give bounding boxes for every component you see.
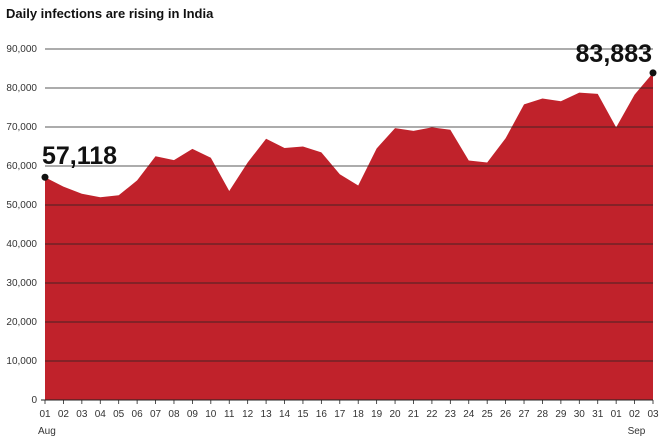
y-tick-label: 80,000 <box>6 83 37 94</box>
x-tick-label: 24 <box>463 409 475 420</box>
x-tick-label: 02 <box>629 409 641 420</box>
y-tick-label: 40,000 <box>6 239 37 250</box>
x-tick-label: 21 <box>408 409 420 420</box>
x-tick-label: 20 <box>389 409 401 420</box>
x-tick-label: 09 <box>187 409 199 420</box>
x-tick-label: 30 <box>574 409 586 420</box>
x-tick-label: 28 <box>537 409 549 420</box>
x-tick-label: 01 <box>611 409 623 420</box>
x-tick-label: 10 <box>205 409 217 420</box>
x-tick-label: 25 <box>482 409 494 420</box>
callout-marker <box>41 173 49 181</box>
x-tick-label: 12 <box>242 409 254 420</box>
x-tick-label: 26 <box>500 409 512 420</box>
x-tick-label: 29 <box>555 409 567 420</box>
x-tick-label: 31 <box>592 409 604 420</box>
y-tick-label: 30,000 <box>6 278 37 289</box>
y-tick-label: 60,000 <box>6 161 37 172</box>
x-tick-label: 23 <box>445 409 457 420</box>
x-tick-label: 15 <box>297 409 309 420</box>
y-tick-label: 10,000 <box>6 356 37 367</box>
x-tick-label: 03 <box>76 409 88 420</box>
callout-marker <box>649 69 657 77</box>
y-tick-label: 50,000 <box>6 200 37 211</box>
x-tick-label: 11 <box>224 409 235 420</box>
x-tick-label: 04 <box>95 409 107 420</box>
x-tick-label: 03 <box>647 409 659 420</box>
month-label: Aug <box>38 426 56 437</box>
x-tick-label: 01 <box>39 409 51 420</box>
x-tick-label: 02 <box>58 409 70 420</box>
x-tick-label: 19 <box>371 409 383 420</box>
y-tick-label: 20,000 <box>6 317 37 328</box>
x-tick-label: 16 <box>316 409 328 420</box>
x-tick-label: 08 <box>168 409 180 420</box>
area-series <box>45 72 653 401</box>
x-tick-label: 18 <box>353 409 365 420</box>
chart-title: Daily infections are rising in India <box>6 6 214 21</box>
x-tick-label: 27 <box>518 409 530 420</box>
x-tick-label: 22 <box>426 409 438 420</box>
y-tick-label: 90,000 <box>6 44 37 55</box>
x-tick-label: 07 <box>150 409 162 420</box>
x-tick-label: 17 <box>334 409 346 420</box>
x-tick-label: 14 <box>279 409 291 420</box>
callout-label: 57,118 <box>42 142 117 170</box>
y-tick-label: 0 <box>31 395 37 406</box>
x-tick-label: 05 <box>113 409 125 420</box>
month-label: Sep <box>628 426 646 437</box>
x-tick-label: 06 <box>132 409 144 420</box>
y-tick-label: 70,000 <box>6 122 37 133</box>
callout-label: 83,883 <box>576 40 652 68</box>
x-tick-label: 13 <box>261 409 273 420</box>
